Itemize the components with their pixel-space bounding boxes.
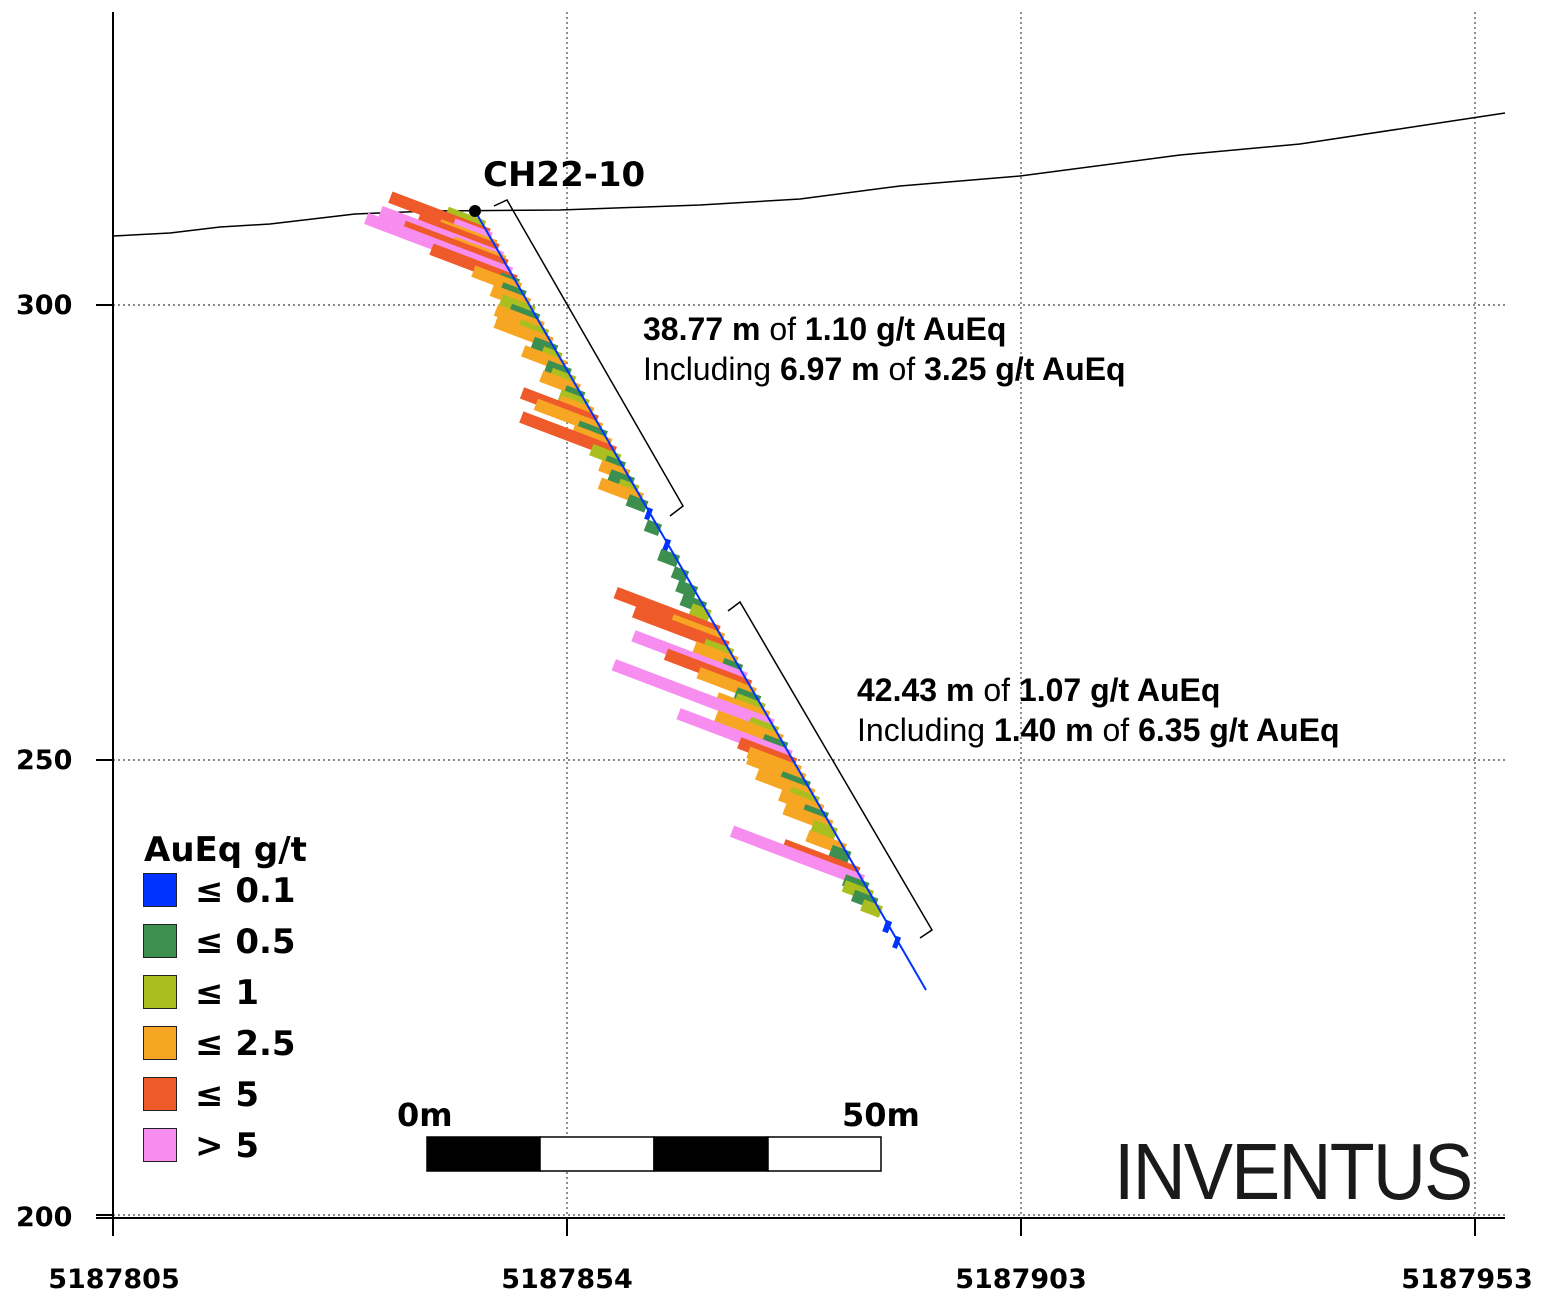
- grade-bar: [729, 825, 865, 887]
- company-logo: INVENTUS: [1114, 1127, 1473, 1216]
- axes: [96, 12, 1505, 1236]
- interval-1-length: 38.77 m: [643, 311, 761, 347]
- grade-bar: [643, 519, 662, 536]
- grade-bar: [625, 494, 649, 513]
- interval-2-inc-length: 1.40 m: [993, 712, 1094, 748]
- grade-bar: [828, 844, 852, 864]
- legend-swatch-2: [143, 975, 177, 1009]
- interval-1-including: Including: [643, 351, 772, 387]
- interval-2-line-2: Including 1.40 m of 6.35 g/t AuEq: [857, 710, 1340, 750]
- legend-swatch-3: [143, 1026, 177, 1060]
- legend-swatch-0: [143, 873, 177, 907]
- legend-label-5: > 5: [195, 1126, 259, 1166]
- interval-2-of: of: [983, 672, 1010, 708]
- legend-label-2: ≤ 1: [195, 973, 259, 1013]
- x-tick-label-3: 5187903: [955, 1264, 1087, 1295]
- grade-bar: [632, 606, 730, 653]
- interval-1-grade: 1.10 g/t AuEq: [804, 311, 1007, 347]
- drillhole-trace: [474, 210, 927, 991]
- gridlines: [113, 12, 1505, 1216]
- scale-bar-seg-3: [653, 1136, 769, 1172]
- interval-annotation-2: 42.43 m of 1.07 g/t AuEq Including 1.40 …: [857, 670, 1340, 750]
- interval-2-inc-of: of: [1102, 712, 1130, 748]
- interval-2-grade: 1.07 g/t AuEq: [1018, 672, 1221, 708]
- scale-bar-seg-1: [426, 1136, 541, 1172]
- y-tick-label-250: 250: [16, 745, 73, 776]
- grade-bar: [675, 580, 699, 599]
- interval-1-of: of: [769, 311, 796, 347]
- x-tick-label-1: 5187805: [48, 1264, 180, 1295]
- interval-1-inc-length: 6.97 m: [779, 351, 880, 387]
- grade-bar: [657, 548, 681, 568]
- interval-2-line-1: 42.43 m of 1.07 g/t AuEq: [857, 670, 1340, 710]
- interval-1-inc-grade: 3.25 g/t AuEq: [924, 351, 1126, 387]
- grade-bar: [892, 935, 902, 949]
- topography-line: [112, 112, 1506, 237]
- scale-bar: [426, 1136, 882, 1172]
- legend-swatch-4: [143, 1077, 177, 1111]
- grade-bar: [860, 899, 883, 918]
- y-tick-label-200: 200: [16, 1202, 73, 1233]
- drillhole-label: CH22-10: [483, 155, 646, 195]
- interval-1-line-2: Including 6.97 m of 3.25 g/t AuEq: [643, 349, 1126, 389]
- legend-label-1: ≤ 0.5: [195, 922, 296, 962]
- interval-2-length: 42.43 m: [857, 672, 975, 708]
- y-tick-label-300: 300: [16, 290, 73, 321]
- grade-bar: [611, 659, 775, 731]
- interval-2-inc-grade: 6.35 g/t AuEq: [1138, 712, 1340, 748]
- interval-1-inc-of: of: [888, 351, 916, 387]
- grade-bar: [810, 819, 838, 840]
- legend-swatch-5: [143, 1128, 177, 1162]
- x-tick-label-4: 5187953: [1401, 1264, 1533, 1295]
- interval-bracket-2: [727, 600, 934, 939]
- legend-label-3: ≤ 2.5: [195, 1024, 296, 1064]
- collar-marker: [469, 205, 481, 217]
- interval-annotation-1: 38.77 m of 1.10 g/t AuEq Including 6.97 …: [643, 309, 1126, 389]
- grade-bar: [688, 603, 712, 622]
- grade-histogram: [364, 191, 902, 949]
- legend-swatch-1: [143, 924, 177, 958]
- scale-bar-seg-4: [767, 1136, 882, 1172]
- interval-2-including: Including: [857, 712, 986, 748]
- interval-1-line-1: 38.77 m of 1.10 g/t AuEq: [643, 309, 1126, 349]
- scale-bar-seg-2: [539, 1136, 655, 1172]
- x-tick-label-2: 5187854: [501, 1264, 633, 1295]
- scale-bar-end-label: 50m: [842, 1096, 920, 1134]
- interval-bracket-1: [493, 199, 684, 517]
- scale-bar-start-label: 0m: [397, 1096, 453, 1134]
- grade-bar: [662, 538, 672, 552]
- grade-bar: [644, 507, 653, 521]
- legend-label-0: ≤ 0.1: [195, 871, 296, 911]
- legend-title: AuEq g/t: [144, 830, 307, 870]
- legend-label-4: ≤ 5: [195, 1075, 259, 1115]
- grade-bar: [882, 919, 893, 934]
- grade-bar: [670, 566, 690, 583]
